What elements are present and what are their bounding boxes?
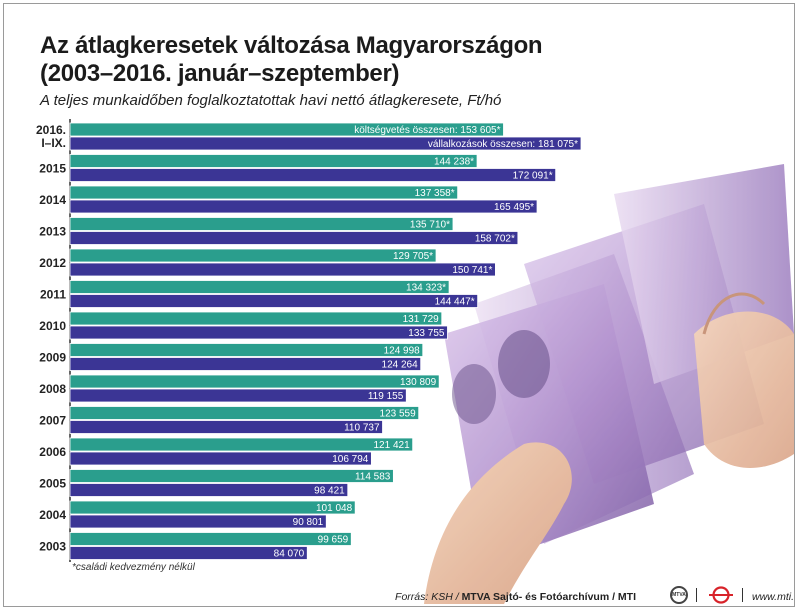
data-label: költségvetés összesen: 153 605*	[354, 125, 500, 136]
data-label: 165 495*	[494, 202, 534, 213]
data-label: 133 755	[408, 328, 445, 339]
data-label: 158 702*	[475, 234, 515, 245]
data-label: 114 583	[355, 472, 391, 483]
data-label: 137 358*	[415, 188, 455, 199]
bar-teal	[69, 280, 450, 294]
bar-teal	[69, 469, 394, 483]
title-line-2: (2003–2016. január–szeptember)	[40, 60, 400, 87]
bar-purple	[69, 168, 557, 182]
chart-title: Az átlagkeresetek változása Magyarország…	[40, 32, 740, 88]
data-label: 129 705*	[393, 251, 433, 262]
bar-purple	[69, 420, 383, 434]
bar-teal	[69, 311, 443, 326]
mti-logo	[709, 586, 733, 604]
category-label: 2015	[39, 162, 66, 176]
bar-purple	[69, 357, 422, 371]
category-label: 2012	[39, 256, 66, 270]
data-label: 144 447*	[435, 297, 475, 308]
data-label: vállalkozások összesen: 181 075*	[428, 139, 578, 150]
data-label: 144 238*	[434, 157, 474, 168]
bar-purple	[69, 514, 327, 529]
infographic-frame: Az átlagkeresetek változása Magyarország…	[3, 3, 795, 607]
bar-teal	[69, 122, 504, 137]
bar-teal	[69, 500, 356, 515]
category-label: 2011	[40, 288, 66, 302]
category-label: 2006	[39, 445, 66, 459]
bar-purple	[69, 294, 479, 308]
bar-teal	[69, 406, 420, 420]
data-label: 121 421	[373, 440, 410, 451]
category-label: 2007	[39, 414, 66, 428]
bar-purple	[69, 136, 582, 151]
category-label: 2013	[39, 225, 66, 239]
data-label: 123 559	[380, 409, 417, 420]
data-label: 98 421	[314, 486, 345, 497]
bar-teal	[69, 374, 440, 389]
bar-purple	[69, 325, 448, 340]
bar-purple	[69, 199, 538, 214]
source-credit: Forrás: KSH / MTVA Sajtó- és Fotóarchívu…	[395, 591, 636, 603]
data-label: 134 323*	[406, 283, 446, 294]
bar-purple	[69, 451, 372, 466]
website-link[interactable]: www.mti.hu	[752, 591, 794, 603]
category-label: 2003	[39, 540, 66, 554]
data-label: 172 091*	[513, 171, 553, 182]
data-label: 124 998	[384, 346, 421, 357]
footnote: *családi kedvezmény nélkül	[72, 562, 195, 573]
bar-teal	[69, 154, 478, 168]
bar-purple	[69, 546, 308, 560]
data-label: 90 801	[293, 517, 324, 528]
bar-teal	[69, 437, 414, 452]
category-label: 2010	[39, 319, 66, 333]
category-label: 2004	[39, 508, 66, 522]
bar-teal	[69, 343, 424, 357]
bar-purple	[69, 388, 407, 403]
category-label: 2008	[39, 382, 66, 396]
source-prefix: Forrás: KSH /	[395, 591, 462, 603]
category-label: 2014	[39, 193, 66, 207]
data-label: 131 729	[403, 314, 440, 325]
footer: Forrás: KSH / MTVA Sajtó- és Fotóarchívu…	[4, 582, 794, 606]
category-label: 2016. I–IX.	[36, 123, 66, 150]
source-agency: MTVA Sajtó- és Fotóarchívum / MTI	[461, 591, 636, 603]
data-label: 101 048	[316, 503, 353, 514]
category-label: 2009	[39, 351, 66, 365]
bar-purple	[69, 483, 349, 497]
bar-teal	[69, 248, 437, 263]
data-label: 106 794	[332, 454, 369, 465]
data-label: 110 737	[344, 423, 380, 434]
mtva-logo: MTVA	[670, 586, 688, 604]
bar-teal	[69, 532, 352, 546]
chart-subtitle: A teljes munkaidőben foglalkoztatottak h…	[40, 92, 502, 109]
data-label: 119 155	[368, 391, 404, 402]
banknotes-photo	[424, 164, 794, 604]
data-label: 84 070	[274, 549, 305, 560]
data-label: 130 809	[400, 377, 437, 388]
bar-purple	[69, 231, 519, 245]
data-label: 135 710*	[410, 220, 450, 231]
title-line-1: Az átlagkeresetek változása Magyarország…	[40, 32, 543, 59]
bar-purple	[69, 262, 496, 277]
bar-chart: 2016. I–IX. költségvetés összesen: 153 605…	[36, 119, 582, 562]
bar-teal	[69, 185, 459, 200]
data-label: 124 264	[382, 360, 419, 371]
bar-teal	[69, 217, 454, 231]
data-label: 150 741*	[452, 265, 492, 276]
category-label: 2005	[39, 477, 66, 491]
footer-separator	[742, 588, 743, 602]
footer-separator	[696, 588, 697, 602]
data-label: 99 659	[318, 535, 349, 546]
